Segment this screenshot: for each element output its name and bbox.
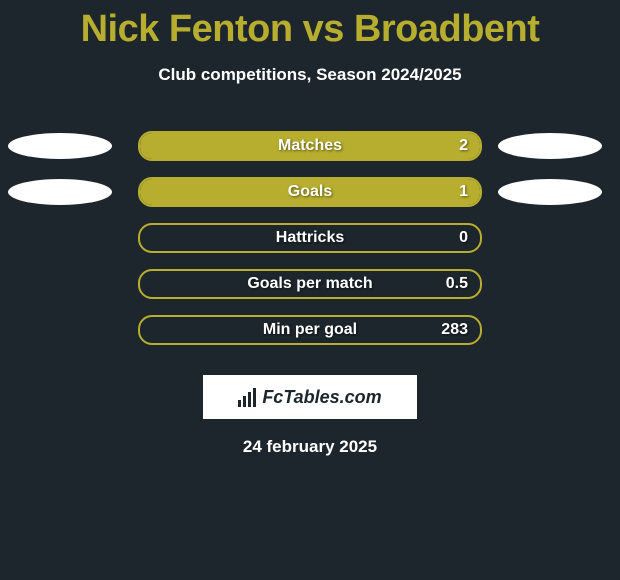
stat-label: Matches [278,137,342,155]
stat-bar: Hattricks 0 [138,223,482,253]
stat-label: Min per goal [263,321,357,339]
stat-bar: Min per goal 283 [138,315,482,345]
bar-chart-icon [238,387,256,407]
stat-row: Goals per match 0.5 [0,261,620,307]
stat-row: Min per goal 283 [0,307,620,353]
subtitle: Club competitions, Season 2024/2025 [0,65,620,85]
stat-label: Goals [288,183,332,201]
stat-value: 0 [459,229,468,247]
left-ellipse [8,133,112,159]
left-ellipse [8,179,112,205]
stat-bar: Matches 2 [138,131,482,161]
stat-value: 0.5 [446,275,468,293]
stat-label: Goals per match [247,275,372,293]
page-title: Nick Fenton vs Broadbent [0,0,620,51]
stat-value: 283 [441,321,468,339]
stat-value: 1 [459,183,468,201]
stat-bar: Goals per match 0.5 [138,269,482,299]
footer-date: 24 february 2025 [0,437,620,457]
stat-row: Hattricks 0 [0,215,620,261]
stat-row: Goals 1 [0,169,620,215]
stat-value: 2 [459,137,468,155]
stat-bar: Goals 1 [138,177,482,207]
stats-container: Matches 2 Goals 1 Hattricks 0 Goals per … [0,123,620,353]
stat-row: Matches 2 [0,123,620,169]
stat-label: Hattricks [276,229,344,247]
logo-text: FcTables.com [262,387,381,408]
right-ellipse [498,133,602,159]
right-ellipse [498,179,602,205]
fctables-logo[interactable]: FcTables.com [203,375,417,419]
